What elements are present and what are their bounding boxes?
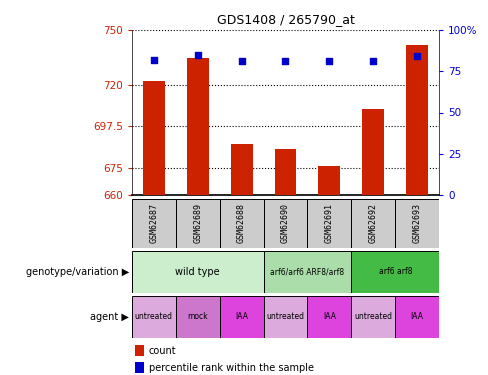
Text: GSM62691: GSM62691 — [325, 203, 334, 243]
Bar — [135, 345, 144, 356]
Bar — [132, 251, 264, 292]
Point — [413, 53, 421, 59]
Point — [282, 58, 289, 64]
Bar — [176, 199, 220, 248]
Text: GSM62687: GSM62687 — [149, 203, 158, 243]
Text: agent ▶: agent ▶ — [90, 312, 129, 322]
Bar — [264, 199, 307, 248]
Text: genotype/variation ▶: genotype/variation ▶ — [26, 267, 129, 277]
Text: IAA: IAA — [235, 312, 248, 321]
Text: untreated: untreated — [354, 312, 392, 321]
Bar — [220, 199, 264, 248]
Point — [325, 58, 333, 64]
Bar — [230, 144, 253, 195]
Text: untreated: untreated — [266, 312, 305, 321]
Text: mock: mock — [187, 312, 208, 321]
Point — [238, 58, 245, 64]
Text: GSM62692: GSM62692 — [369, 203, 378, 243]
Bar — [176, 296, 220, 338]
Text: GSM62693: GSM62693 — [413, 203, 422, 243]
Bar — [318, 166, 340, 195]
Bar — [220, 296, 264, 338]
Bar — [132, 296, 176, 338]
Text: IAA: IAA — [411, 312, 424, 321]
Point — [150, 57, 158, 63]
Bar — [351, 251, 439, 292]
Text: GSM62689: GSM62689 — [193, 203, 202, 243]
Bar — [395, 296, 439, 338]
Bar — [143, 81, 165, 195]
Bar — [264, 296, 307, 338]
Text: untreated: untreated — [135, 312, 173, 321]
Text: arf6/arf6 ARF8/arf8: arf6/arf6 ARF8/arf8 — [270, 267, 345, 276]
Bar — [351, 199, 395, 248]
Bar — [307, 296, 351, 338]
Bar — [395, 199, 439, 248]
Text: wild type: wild type — [175, 267, 220, 277]
Point — [194, 52, 202, 58]
Bar — [274, 149, 297, 195]
Bar — [187, 57, 209, 195]
Bar — [132, 199, 176, 248]
Text: GSM62690: GSM62690 — [281, 203, 290, 243]
Bar — [406, 45, 428, 195]
Bar — [264, 251, 351, 292]
Text: arf6 arf8: arf6 arf8 — [379, 267, 412, 276]
Text: percentile rank within the sample: percentile rank within the sample — [149, 363, 314, 373]
Bar — [351, 296, 395, 338]
Text: count: count — [149, 346, 176, 356]
Point — [369, 58, 377, 64]
Text: GSM62688: GSM62688 — [237, 203, 246, 243]
Bar — [135, 362, 144, 374]
Bar — [307, 199, 351, 248]
Title: GDS1408 / 265790_at: GDS1408 / 265790_at — [217, 13, 354, 26]
Bar — [362, 109, 384, 195]
Text: IAA: IAA — [323, 312, 336, 321]
